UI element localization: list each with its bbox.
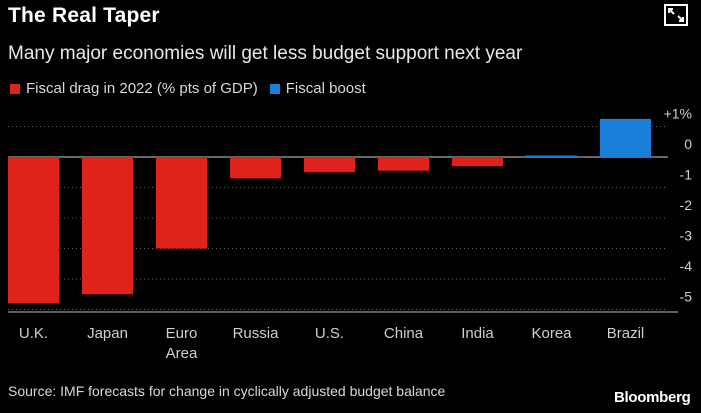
- legend-swatch-drag: [10, 83, 20, 94]
- bar: [526, 155, 577, 157]
- bar: [378, 157, 429, 171]
- bar: [304, 157, 355, 173]
- category-label: Euro: [166, 325, 198, 342]
- expand-button[interactable]: [664, 4, 688, 26]
- y-tick-label: +1%: [664, 106, 692, 122]
- chart-title: The Real Taper: [8, 4, 160, 27]
- y-tick-label: -4: [680, 258, 693, 274]
- y-tick-label: -1: [680, 167, 693, 183]
- bar: [156, 157, 207, 249]
- y-tick-label: -5: [680, 289, 693, 305]
- y-tick-label: 0: [684, 136, 692, 152]
- bar: [8, 157, 59, 304]
- y-tick-label: -2: [680, 197, 693, 213]
- category-label: Japan: [87, 325, 128, 342]
- category-label: Brazil: [607, 325, 645, 342]
- expand-icon: [668, 8, 684, 22]
- bar: [230, 157, 281, 179]
- category-label: China: [384, 325, 424, 342]
- bar: [452, 157, 503, 167]
- legend-label-boost: Fiscal boost: [285, 80, 366, 97]
- bar: [600, 118, 651, 157]
- legend-item-drag: Fiscal drag in 2022 (% pts of GDP): [10, 80, 258, 97]
- legend-swatch-boost: [269, 83, 280, 94]
- chart-subtitle: Many major economies will get less budge…: [8, 43, 523, 64]
- legend-item-boost: Fiscal boost: [269, 80, 366, 97]
- category-label: Area: [166, 345, 198, 362]
- category-label: Korea: [531, 325, 572, 342]
- category-label: India: [461, 325, 494, 342]
- bloomberg-logo: Bloomberg: [614, 389, 691, 406]
- category-label: U.K.: [19, 325, 48, 342]
- category-label: U.S.: [315, 325, 344, 342]
- source-note: Source: IMF forecasts for change in cycl…: [8, 383, 446, 399]
- category-label: Russia: [233, 325, 280, 342]
- legend-label-drag: Fiscal drag in 2022 (% pts of GDP): [26, 80, 258, 97]
- bar: [82, 157, 133, 295]
- y-tick-label: -3: [680, 228, 693, 244]
- legend: Fiscal drag in 2022 (% pts of GDP) Fisca…: [10, 80, 378, 97]
